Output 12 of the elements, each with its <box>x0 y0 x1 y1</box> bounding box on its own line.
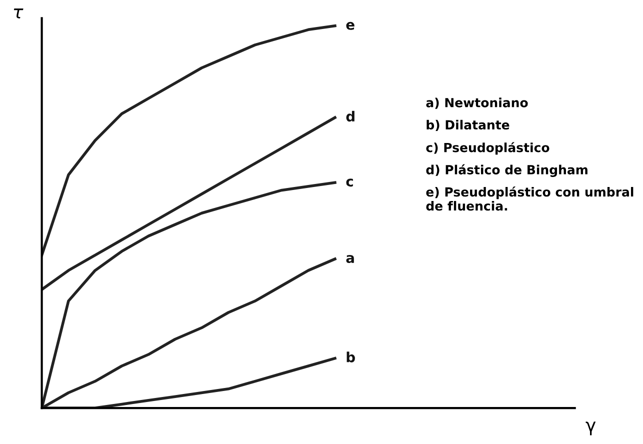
annotation: b) Dilatante <box>426 120 510 132</box>
series-label: a <box>346 255 354 264</box>
annotation: a) Newtoniano <box>426 98 528 109</box>
x-axis-title: γ <box>586 422 596 436</box>
series-label: d <box>346 110 354 122</box>
annotation: c) Pseudoplástico <box>426 142 550 155</box>
series-label: e <box>346 22 354 30</box>
y-axis-title: τ <box>14 8 24 18</box>
annotation: e) Pseudoplástico con umbral de fluencia. <box>426 186 634 211</box>
series-label: b <box>346 352 355 362</box>
annotation: d) Plástico de Bingham <box>426 164 588 177</box>
series-label: c <box>346 178 353 187</box>
